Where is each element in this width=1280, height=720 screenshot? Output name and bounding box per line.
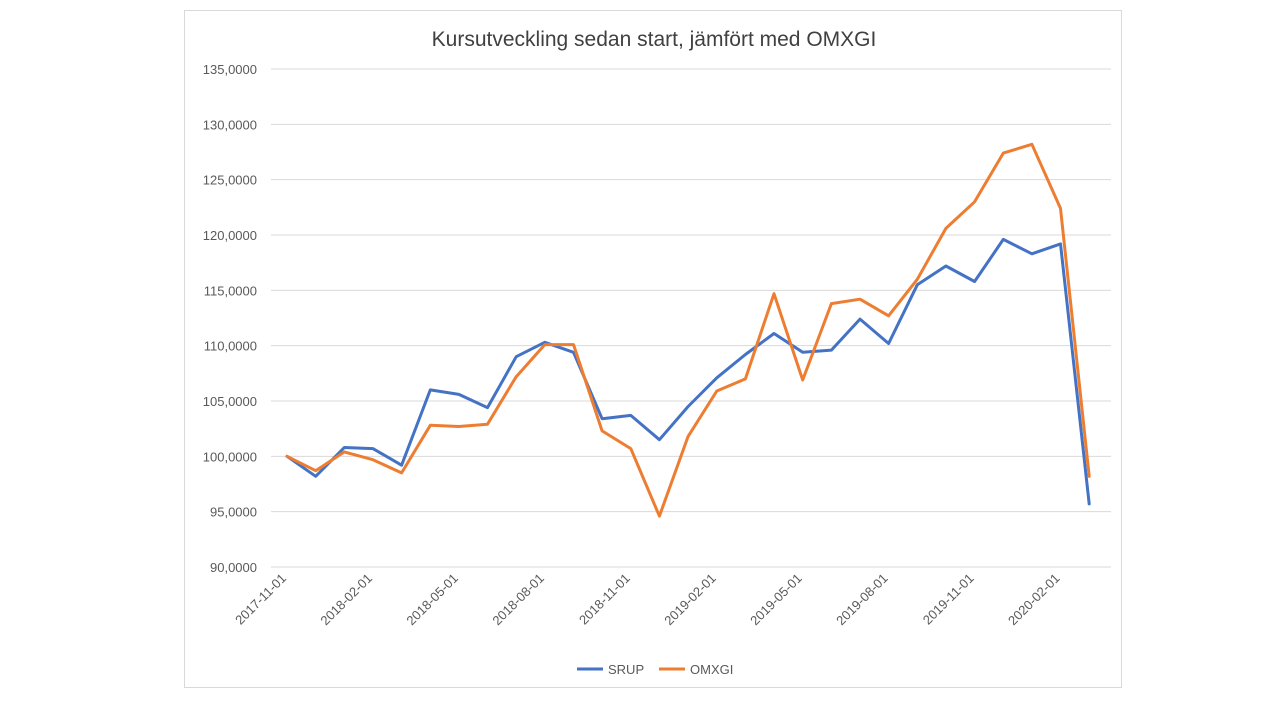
y-tick-label: 135,0000	[203, 62, 257, 77]
x-tick-label: 2018-05-01	[403, 571, 461, 629]
x-tick-label: 2019-05-01	[747, 571, 805, 629]
y-tick-label: 90,0000	[210, 560, 257, 575]
x-tick-label: 2020-02-01	[1005, 571, 1063, 629]
x-tick-label: 2019-11-01	[920, 571, 977, 628]
y-tick-label: 125,0000	[203, 173, 257, 188]
series-line-omxgi	[285, 142, 1091, 518]
x-tick-label: 2019-02-01	[661, 571, 719, 629]
series-line-srup	[285, 237, 1091, 506]
y-tick-label: 115,0000	[204, 283, 257, 298]
chart-frame: Kursutveckling sedan start, jämfört med …	[184, 10, 1122, 688]
line-chart: Kursutveckling sedan start, jämfört med …	[203, 28, 1111, 677]
y-tick-label: 105,0000	[203, 394, 257, 409]
y-axis-ticks: 90,0000 95,0000 100,0000 105,0000 110,0000 11…	[203, 62, 257, 575]
x-tick-label: 2018-02-01	[317, 571, 375, 629]
x-tick-label: 2017-11-01	[232, 571, 289, 628]
x-tick-label: 2019-08-01	[833, 571, 891, 629]
x-tick-label: 2018-11-01	[576, 571, 633, 628]
y-tick-label: 130,0000	[203, 117, 257, 132]
legend-label-omxgi: OMXGI	[690, 662, 733, 677]
chart-title: Kursutveckling sedan start, jämfört med …	[432, 28, 877, 51]
y-tick-label: 110,0000	[204, 339, 257, 354]
x-tick-label: 2018-08-01	[489, 571, 547, 629]
y-tick-label: 95,0000	[210, 505, 257, 520]
y-tick-label: 120,0000	[203, 228, 257, 243]
y-tick-label: 100,0000	[203, 449, 257, 464]
x-axis-ticks: 2017-11-01 2018-02-01 2018-05-01 2018-08-01…	[232, 571, 1063, 629]
legend-label-srup: SRUP	[608, 662, 644, 677]
grid-lines	[271, 68, 1111, 568]
legend: SRUP OMXGI	[577, 662, 733, 677]
series-lines	[285, 142, 1091, 518]
